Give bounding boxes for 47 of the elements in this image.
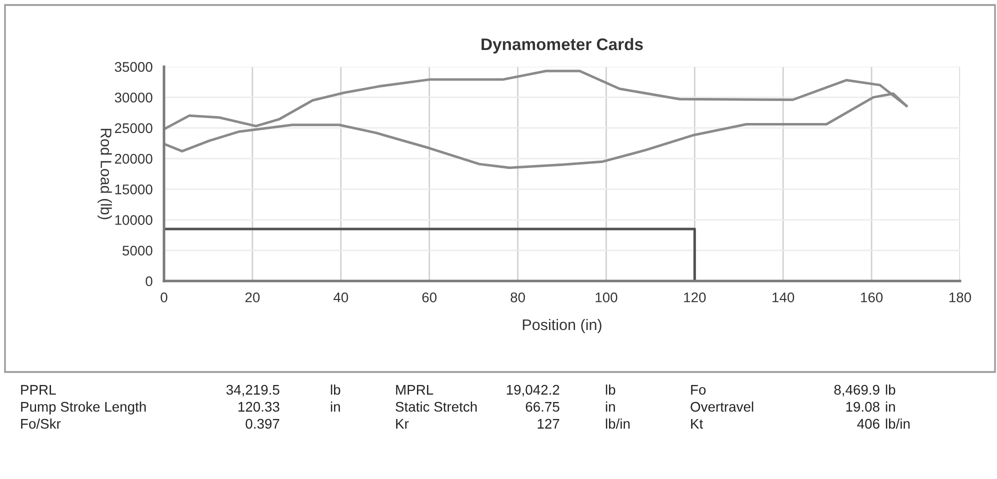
y-tick-label: 20000 bbox=[114, 154, 152, 164]
x-tick-label: 80 bbox=[510, 292, 525, 302]
text: lb bbox=[606, 384, 616, 395]
text: Pump Stroke Length bbox=[21, 402, 146, 414]
text: in bbox=[606, 402, 615, 412]
text: MPRL bbox=[396, 385, 434, 395]
y-tick-label: 30000 bbox=[114, 92, 152, 102]
text: Fo bbox=[691, 385, 706, 395]
x-tick-label: 160 bbox=[861, 292, 883, 302]
x-tick-label: 20 bbox=[245, 292, 260, 302]
x-tick-label: 180 bbox=[949, 292, 972, 302]
x-tick-label: 40 bbox=[333, 292, 348, 302]
text: 127 bbox=[538, 418, 560, 429]
x-tick-label: 120 bbox=[684, 292, 706, 302]
text: Static Stretch bbox=[396, 402, 477, 412]
text: 19.08 bbox=[846, 402, 880, 412]
y-axis-title: Rod Load (lb) bbox=[98, 128, 112, 220]
text: 34,219.5 bbox=[226, 384, 280, 396]
text: 8,469.9 bbox=[834, 384, 880, 396]
x-tick-label: 140 bbox=[772, 292, 794, 302]
text: 120.33 bbox=[238, 402, 280, 412]
text: in bbox=[886, 402, 895, 412]
x-tick-label: 60 bbox=[422, 292, 437, 302]
chart-title: Dynamometer Cards bbox=[482, 38, 643, 54]
y-tick-label: 35000 bbox=[114, 62, 152, 72]
text: Overtravel bbox=[690, 402, 754, 412]
text: 66.75 bbox=[526, 402, 560, 412]
text: 19,042.2 bbox=[506, 384, 560, 396]
y-tick-label: 25000 bbox=[114, 123, 152, 134]
text: PPRL bbox=[21, 385, 56, 395]
text: 0.397 bbox=[246, 418, 280, 429]
text: lb bbox=[330, 384, 340, 395]
text: lb/in bbox=[886, 418, 910, 429]
text: lb/in bbox=[606, 418, 630, 429]
y-tick-label: 15000 bbox=[115, 184, 152, 194]
x-axis-title: Position (in) bbox=[522, 318, 602, 334]
y-tick-label: 5000 bbox=[122, 246, 152, 256]
text: in bbox=[330, 402, 340, 412]
text: Kr bbox=[396, 419, 409, 429]
y-tick-label: 0 bbox=[146, 276, 152, 286]
text: lb bbox=[886, 384, 896, 395]
x-tick-label: 0 bbox=[160, 292, 168, 302]
text: Fo/Skr bbox=[21, 418, 61, 429]
y-tick-label: 10000 bbox=[115, 215, 152, 225]
text: 406 bbox=[857, 418, 880, 429]
x-tick-label: 100 bbox=[596, 292, 618, 302]
text: Kt bbox=[691, 419, 704, 429]
